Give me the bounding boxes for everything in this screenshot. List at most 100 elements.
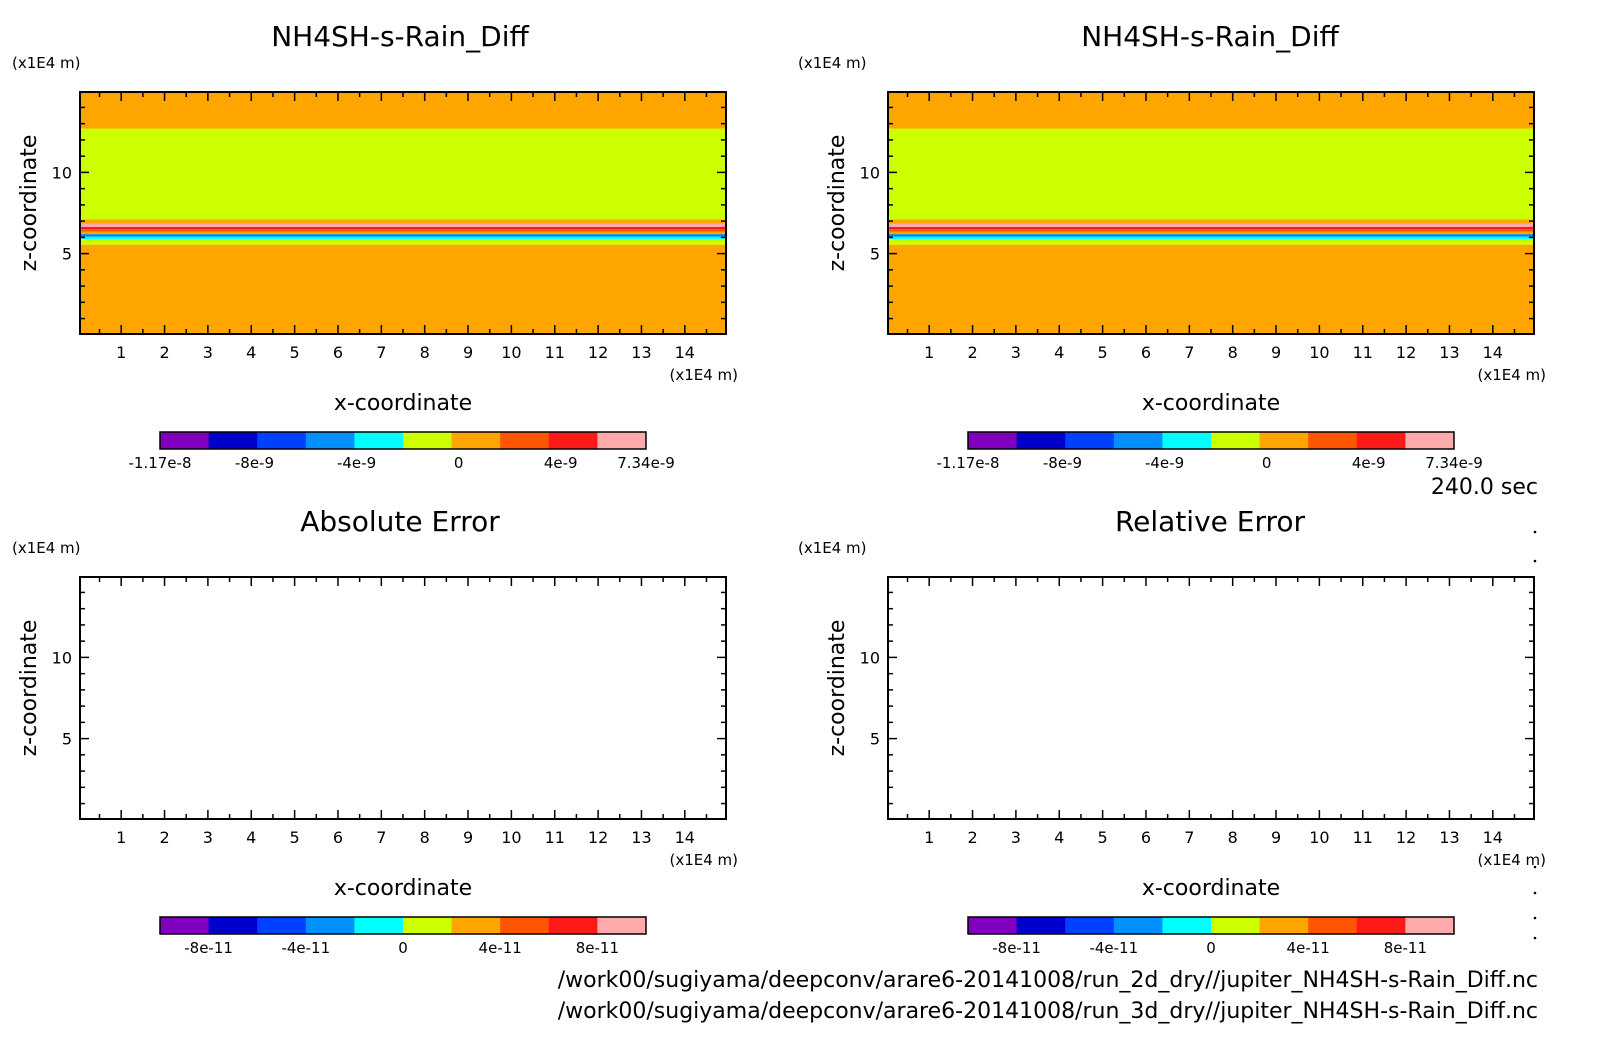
y-tick-label: 5	[62, 245, 72, 264]
contour-band	[888, 244, 1534, 334]
x-tick-label: 10	[1309, 343, 1329, 362]
x-tick-label: 9	[1271, 343, 1281, 362]
y-unit-label: (x1E4 m)	[798, 54, 867, 72]
colorbar-label: 4e-11	[1287, 939, 1330, 957]
x-tick-label: 1	[116, 828, 126, 847]
contour-band	[80, 128, 726, 220]
x-tick-label: 7	[1184, 828, 1194, 847]
x-tick-label: 3	[203, 828, 213, 847]
y-tick-label: 5	[870, 730, 880, 749]
colorbar-frame	[967, 916, 1455, 935]
colorbar-frame	[159, 916, 647, 935]
colorbar-segment	[500, 917, 550, 934]
contour-band	[888, 231, 1534, 235]
contour-band	[888, 229, 1534, 232]
colorbar-segment	[160, 432, 210, 449]
colorbar-segment	[1308, 432, 1358, 449]
contour-band	[888, 238, 1534, 245]
x-unit-label: (x1E4 m)	[1477, 366, 1546, 384]
colorbar-segment	[305, 917, 355, 934]
file-path: /work00/sugiyama/deepconv/arare6-2014100…	[558, 968, 1538, 993]
colorbar-segment	[1308, 917, 1358, 934]
x-axis-label: x-coordinate	[334, 876, 472, 901]
contour-band	[888, 219, 1534, 224]
colorbar-segment	[403, 917, 453, 934]
x-axis-label: x-coordinate	[334, 391, 472, 416]
colorbar-label: 7.34e-9	[617, 454, 675, 472]
file-path: /work00/sugiyama/deepconv/arare6-2014100…	[558, 999, 1538, 1024]
y-tick-label: 10	[860, 163, 880, 182]
colorbar-segment	[500, 432, 550, 449]
marker-dot	[1533, 936, 1537, 940]
x-tick-label: 2	[967, 828, 977, 847]
colorbar-segment	[597, 917, 647, 934]
colorbar-label: 4e-9	[544, 454, 578, 472]
colorbar-segment	[257, 432, 307, 449]
y-axis-label: z-coordinate	[17, 620, 42, 757]
marker-dot	[1533, 916, 1537, 920]
contour-band	[80, 92, 726, 129]
x-tick-label: 3	[203, 343, 213, 362]
colorbar-label: 8e-11	[1384, 939, 1427, 957]
contour-band	[80, 236, 726, 239]
colorbar-segment	[305, 432, 355, 449]
x-tick-label: 13	[631, 343, 651, 362]
colorbar-segment	[257, 917, 307, 934]
colorbar-segment	[968, 917, 1018, 934]
colorbar-label: 7.34e-9	[1425, 454, 1483, 472]
colorbar-label: -4e-9	[1145, 454, 1184, 472]
x-tick-label: 6	[333, 343, 343, 362]
panel-title: NH4SH-s-Rain_Diff	[1081, 20, 1339, 53]
x-tick-label: 8	[420, 828, 430, 847]
x-tick-label: 1	[924, 828, 934, 847]
x-tick-label: 10	[501, 828, 521, 847]
x-tick-label: 12	[588, 343, 608, 362]
colorbar-label: -4e-11	[281, 939, 330, 957]
plot-frame	[887, 576, 1535, 820]
colorbar-label: -8e-9	[1043, 454, 1082, 472]
contour-band	[80, 226, 726, 230]
y-unit-label: (x1E4 m)	[798, 539, 867, 557]
x-tick-label: 3	[1011, 343, 1021, 362]
colorbar-segment	[1016, 917, 1066, 934]
colorbar-label: 4e-11	[479, 939, 522, 957]
y-tick-label: 10	[52, 648, 72, 667]
chart-panel-4: Relative Error(x1E4 m)1 2 3 4 5 6 7 8 9 10 11 12 13 1…	[798, 505, 1546, 957]
colorbar-segment	[1113, 917, 1163, 934]
x-tick-label: 13	[1439, 828, 1459, 847]
contour-band	[888, 92, 1534, 129]
y-unit-label: (x1E4 m)	[12, 539, 81, 557]
colorbar-segment	[1356, 917, 1406, 934]
x-tick-label: 11	[1353, 828, 1373, 847]
colorbar-segment	[208, 917, 258, 934]
x-tick-label: 7	[376, 343, 386, 362]
x-tick-label: 11	[545, 828, 565, 847]
x-tick-label: 2	[967, 343, 977, 362]
colorbar-segment	[1211, 917, 1261, 934]
colorbar-segment	[1405, 917, 1455, 934]
colorbar-segment	[354, 917, 404, 934]
colorbar-label: -1.17e-8	[129, 454, 192, 472]
x-tick-label: 14	[1483, 828, 1503, 847]
colorbar-segment	[1259, 432, 1309, 449]
chart-panel-3: Absolute Error(x1E4 m)1 2 3 4 5 6 7 8 9 10 11 12 13 1…	[12, 505, 738, 957]
colorbar-segment	[548, 917, 598, 934]
x-tick-label: 7	[1184, 343, 1194, 362]
x-tick-label: 14	[1483, 343, 1503, 362]
colorbar-segment	[354, 432, 404, 449]
x-tick-label: 8	[1228, 343, 1238, 362]
colorbar-label: 8e-11	[576, 939, 619, 957]
colorbar-label: 4e-9	[1352, 454, 1386, 472]
colorbar-label: -8e-11	[992, 939, 1041, 957]
x-tick-label: 8	[420, 343, 430, 362]
x-tick-label: 11	[1353, 343, 1373, 362]
x-tick-label: 14	[675, 828, 695, 847]
marker-dot	[1533, 891, 1537, 895]
colorbar-label: -8e-9	[235, 454, 274, 472]
colorbar-segment	[1259, 917, 1309, 934]
colorbar-segment	[1211, 432, 1261, 449]
x-tick-label: 4	[1054, 828, 1064, 847]
x-tick-label: 13	[1439, 343, 1459, 362]
x-tick-label: 14	[675, 343, 695, 362]
x-unit-label: (x1E4 m)	[669, 851, 738, 869]
